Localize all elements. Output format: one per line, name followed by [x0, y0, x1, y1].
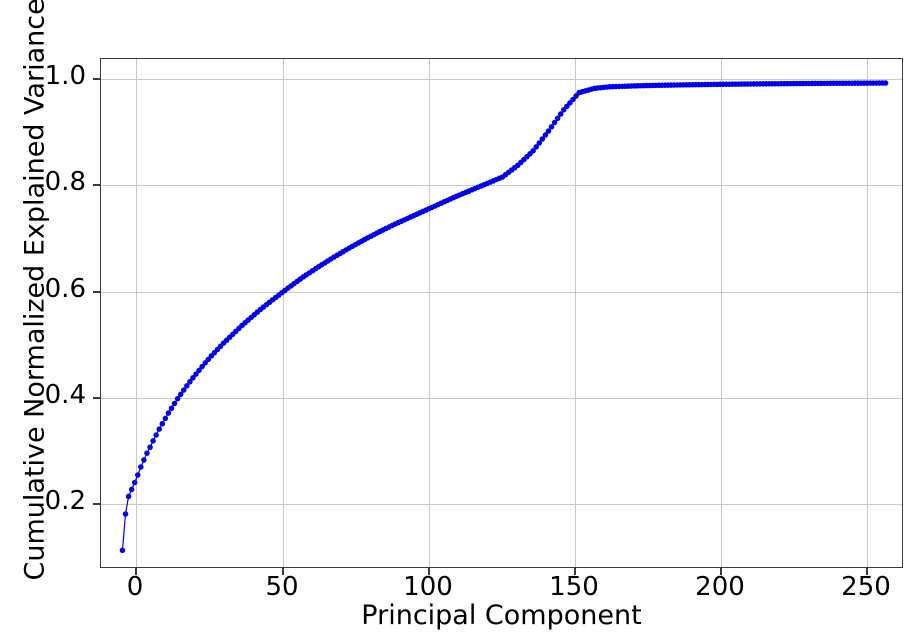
xtick-label-150: 150 — [549, 572, 599, 602]
series-line — [121, 82, 887, 551]
plot-area — [100, 58, 903, 568]
xtick-label-250: 250 — [841, 572, 891, 602]
x-axis-title: Principal Component — [361, 600, 642, 631]
ytick-mark-0.6 — [93, 291, 100, 293]
ytick-mark-1.0 — [93, 78, 100, 80]
ytick-label-0.8: 0.8 — [44, 167, 86, 197]
gridline-y-0.8 — [101, 185, 902, 186]
gridline-y-0.2 — [101, 504, 902, 505]
xtick-mark-0 — [135, 568, 137, 575]
gridline-y-1.0 — [101, 79, 902, 80]
xtick-mark-250 — [866, 568, 868, 575]
xtick-mark-100 — [428, 568, 430, 575]
xtick-mark-50 — [282, 568, 284, 575]
data-series-curve — [119, 80, 889, 554]
gridline-y-0.6 — [101, 292, 902, 293]
xtick-label-50: 50 — [265, 572, 299, 602]
gridline-y-0.4 — [101, 398, 902, 399]
ytick-label-1.0: 1.0 — [44, 61, 86, 91]
gridline-x-150 — [575, 59, 576, 567]
xtick-label-200: 200 — [695, 572, 745, 602]
gridline-x-0 — [136, 59, 137, 567]
xtick-label-100: 100 — [403, 572, 453, 602]
xtick-mark-150 — [574, 568, 576, 575]
series-markers — [119, 80, 889, 554]
ytick-label-0.2: 0.2 — [44, 486, 86, 516]
ytick-mark-0.4 — [93, 397, 100, 399]
ytick-mark-0.2 — [93, 503, 100, 505]
ytick-label-0.6: 0.6 — [44, 274, 86, 304]
gridline-x-250 — [867, 59, 868, 567]
ytick-label-0.4: 0.4 — [44, 380, 86, 410]
gridline-x-50 — [283, 59, 284, 567]
xtick-mark-200 — [720, 568, 722, 575]
ytick-mark-0.8 — [93, 184, 100, 186]
gridline-x-100 — [429, 59, 430, 567]
gridline-x-200 — [721, 59, 722, 567]
xtick-label-0: 0 — [126, 572, 144, 602]
